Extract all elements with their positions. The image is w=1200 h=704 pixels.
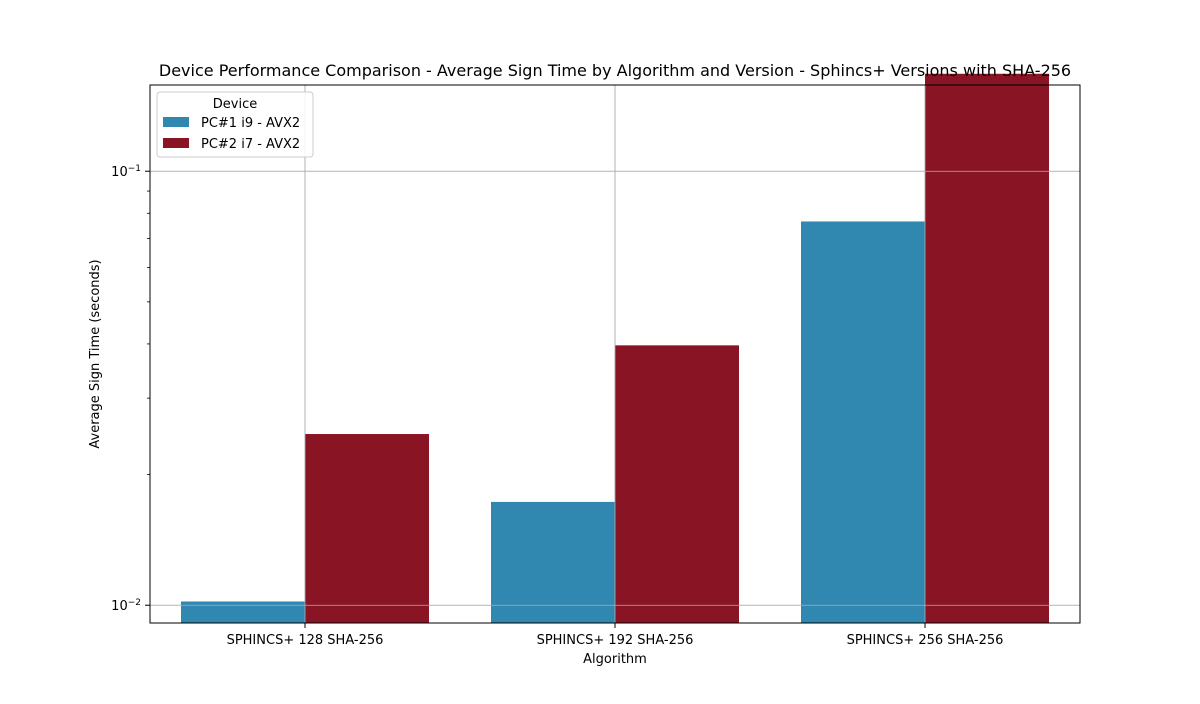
legend: Device PC#1 i9 - AVX2 PC#2 i7 - AVX2 [156,91,314,158]
y-axis-label: Average Sign Time (seconds) [88,259,103,448]
y-tick-label: 10−2 [111,598,141,614]
legend-title: Device [213,97,257,112]
legend-label: PC#2 i7 - AVX2 [201,137,300,152]
bar-1-1 [181,601,305,623]
x-tick-label: SPHINCS+ 192 SHA-256 [537,633,694,648]
axes-layer: SPHINCS+ 128 SHA-256 SPHINCS+ 192 SHA-256… [111,164,1003,648]
chart-title: Device Performance Comparison - Average … [159,61,1071,80]
x-tick-label: SPHINCS+ 128 SHA-256 [227,633,384,648]
x-axis-label: Algorithm [583,652,647,667]
bar-2-2 [615,345,739,623]
bars-layer [150,73,1080,624]
legend-swatch [163,138,189,148]
x-tick-label: SPHINCS+ 256 SHA-256 [847,633,1004,648]
bar-1-2 [491,501,615,623]
bar-2-1 [305,434,429,623]
bar-2-3 [925,73,1049,624]
legend-label: PC#1 i9 - AVX2 [201,116,300,131]
bar-1-3 [801,221,925,623]
y-tick-label: 10−1 [111,164,141,180]
legend-box [156,91,314,158]
legend-entries: PC#1 i9 - AVX2 PC#2 i7 - AVX2 [163,116,300,152]
legend-swatch [163,117,189,127]
